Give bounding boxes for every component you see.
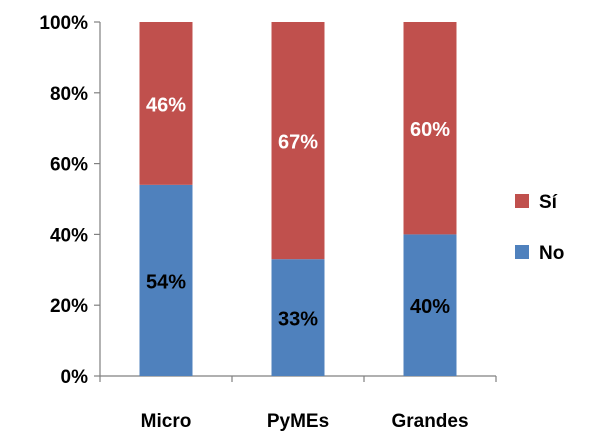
legend: Sí No: [515, 192, 564, 264]
data-label: 54%: [146, 271, 186, 293]
bar-segment-s-pymes: [271, 22, 325, 260]
bar-segment-s-grandes: [403, 22, 457, 235]
bar-segment-no-grandes: [403, 234, 457, 376]
data-label: 60%: [410, 119, 450, 141]
data-labels: 54% 46% 33% 67% 40% 60%: [146, 94, 450, 330]
bar-segment-no-pymes: [271, 259, 325, 376]
y-tick-label: 0%: [61, 367, 89, 388]
y-tick-label: 80%: [50, 84, 88, 105]
y-tick-label: 100%: [39, 13, 88, 34]
legend-swatch-1: [515, 245, 529, 259]
y-tick-label: 40%: [50, 225, 88, 246]
y-tick-label: 20%: [50, 296, 88, 317]
x-category-label: Micro: [141, 411, 192, 432]
x-category-label: PyMEs: [267, 411, 329, 432]
y-tick-label: 60%: [50, 155, 88, 176]
data-label: 33%: [278, 309, 318, 331]
bar-segment-s-micro: [139, 22, 193, 185]
legend-label: Sí: [539, 192, 558, 213]
x-category-label: Grandes: [391, 411, 468, 432]
legend-label: No: [539, 243, 564, 264]
data-label: 46%: [146, 94, 186, 116]
data-label: 40%: [410, 296, 450, 318]
data-label: 67%: [278, 132, 318, 154]
bars: [139, 22, 457, 376]
bar-segment-no-micro: [139, 184, 193, 376]
legend-swatch-0: [515, 194, 529, 208]
